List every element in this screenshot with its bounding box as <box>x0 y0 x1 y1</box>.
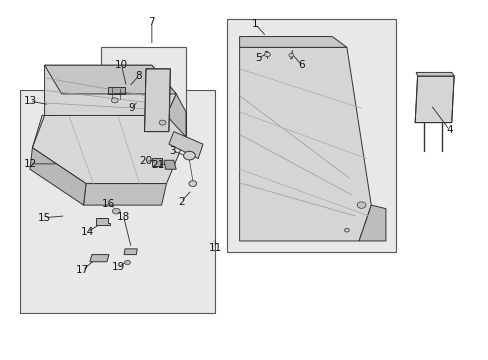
Text: 7: 7 <box>148 17 155 27</box>
Text: 16: 16 <box>101 199 114 210</box>
Text: 11: 11 <box>208 243 222 253</box>
Text: 14: 14 <box>81 227 94 237</box>
Text: 4: 4 <box>445 125 452 135</box>
Polygon shape <box>414 76 453 123</box>
Polygon shape <box>144 69 170 132</box>
Text: 3: 3 <box>169 145 175 156</box>
Text: 1: 1 <box>251 19 258 29</box>
Text: 13: 13 <box>23 96 37 106</box>
Circle shape <box>188 181 196 186</box>
Circle shape <box>183 151 195 160</box>
Text: 2: 2 <box>178 197 184 207</box>
Text: 5: 5 <box>254 53 261 63</box>
Circle shape <box>124 260 130 265</box>
Text: 12: 12 <box>23 159 37 169</box>
Text: 21: 21 <box>151 160 164 170</box>
Bar <box>227 19 395 252</box>
Text: 10: 10 <box>115 60 128 70</box>
Polygon shape <box>83 184 166 205</box>
Text: 9: 9 <box>128 103 134 113</box>
Text: 17: 17 <box>76 265 89 275</box>
Text: 20: 20 <box>139 156 152 166</box>
Circle shape <box>264 52 270 57</box>
Circle shape <box>111 98 118 103</box>
Polygon shape <box>358 205 385 241</box>
Polygon shape <box>152 158 161 166</box>
Text: 8: 8 <box>135 71 142 81</box>
Polygon shape <box>239 47 370 241</box>
Polygon shape <box>415 72 453 76</box>
Polygon shape <box>108 87 125 94</box>
Circle shape <box>288 53 293 57</box>
Polygon shape <box>44 65 176 94</box>
Polygon shape <box>163 160 176 169</box>
Circle shape <box>112 208 120 214</box>
Polygon shape <box>239 37 346 47</box>
Polygon shape <box>166 94 185 137</box>
Text: 15: 15 <box>38 213 51 222</box>
Circle shape <box>356 202 365 208</box>
Polygon shape <box>124 249 137 255</box>
Circle shape <box>159 120 165 125</box>
Polygon shape <box>44 65 176 116</box>
Text: 19: 19 <box>112 262 125 272</box>
Polygon shape <box>30 148 86 205</box>
Text: 6: 6 <box>298 60 305 70</box>
Bar <box>101 47 185 137</box>
Polygon shape <box>96 218 110 225</box>
Bar <box>20 90 215 313</box>
Text: 18: 18 <box>117 212 130 221</box>
Polygon shape <box>168 132 203 158</box>
Polygon shape <box>32 116 185 184</box>
Polygon shape <box>90 255 109 262</box>
Circle shape <box>344 228 348 232</box>
